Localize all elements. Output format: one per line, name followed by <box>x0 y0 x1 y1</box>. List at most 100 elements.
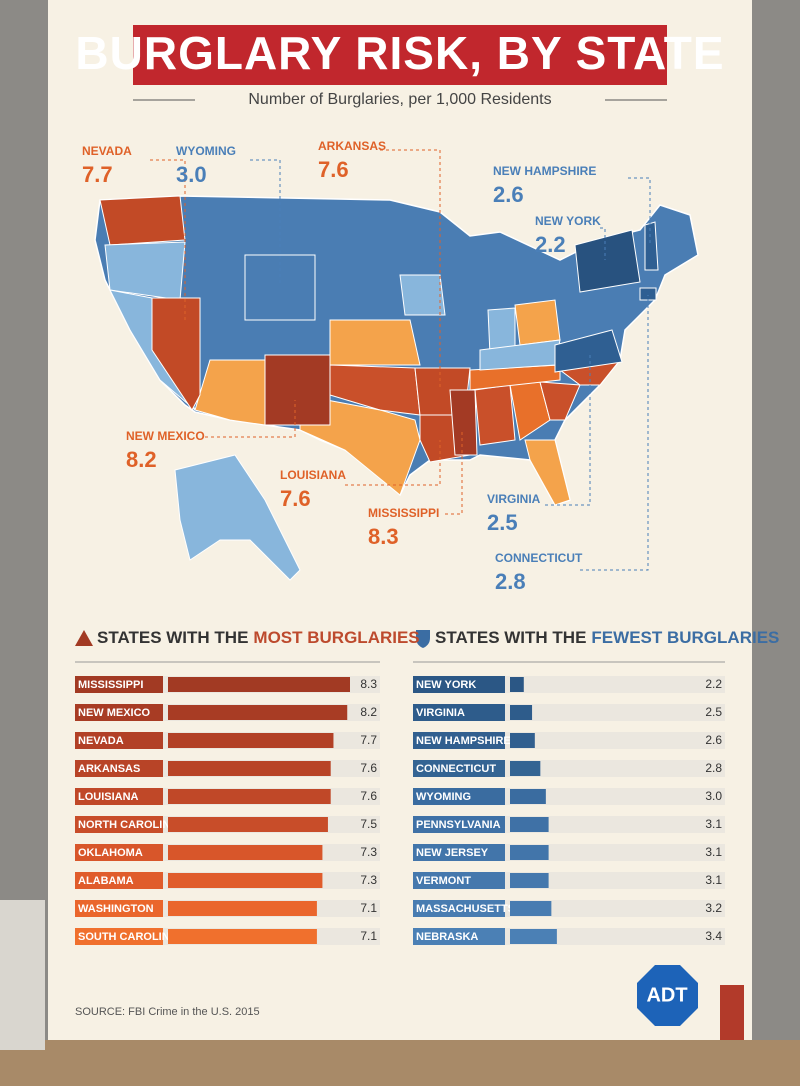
row-label-box <box>75 704 163 721</box>
leader-line <box>445 430 463 515</box>
row-label: WYOMING <box>416 791 471 803</box>
value-label: 8.2 <box>360 705 377 719</box>
title: BURGLARY RISK, BY STATE <box>75 27 724 79</box>
chart-title-emphasis: FEWEST BURGLARIES <box>591 628 779 647</box>
leader-line <box>628 177 651 245</box>
value-label: 7.5 <box>360 817 377 831</box>
value-label: 7.6 <box>360 761 377 775</box>
bar <box>168 873 323 888</box>
row-label-box <box>75 816 163 833</box>
bar <box>168 733 334 748</box>
bar <box>510 901 552 916</box>
state-shape <box>244 254 316 321</box>
row-label: NEVADA <box>78 735 124 747</box>
logo: ADT <box>646 984 687 1006</box>
row-label-box <box>413 872 505 889</box>
row-label: WASHINGTON <box>78 903 154 915</box>
row-label: CONNECTICUT <box>416 763 496 775</box>
state-shape <box>554 329 623 373</box>
bar <box>168 677 350 692</box>
floor <box>0 1040 800 1086</box>
row-label: NEW HAMPSHIRE <box>416 735 511 747</box>
value-label: 7.6 <box>360 789 377 803</box>
value-label: 7.7 <box>360 733 377 747</box>
chart-title: STATES WITH THE MOST BURGLARIES <box>97 628 420 647</box>
row-label: VERMONT <box>416 875 471 887</box>
state-name: VIRGINIA <box>487 492 541 506</box>
state-shape <box>151 297 201 411</box>
title-banner <box>133 25 667 85</box>
bar <box>510 761 541 776</box>
bar <box>168 761 331 776</box>
row-label: LOUISIANA <box>78 791 139 803</box>
bar <box>510 789 546 804</box>
state-shape <box>449 389 478 456</box>
bar <box>510 873 549 888</box>
row-label: ARKANSAS <box>78 763 140 775</box>
value-label: 2.5 <box>705 705 722 719</box>
value-label: 2.2 <box>705 677 722 691</box>
state-value: 2.6 <box>493 182 524 207</box>
state-shape <box>574 229 641 293</box>
state-shape <box>329 319 421 366</box>
value-label: 7.1 <box>360 929 377 943</box>
value-label: 2.6 <box>705 733 722 747</box>
bar <box>168 929 317 944</box>
state-value: 8.3 <box>368 524 399 549</box>
row-label: MISSISSIPPI <box>78 679 143 691</box>
state-shape <box>644 221 659 271</box>
row-label-box <box>75 788 163 805</box>
row-label: NEW JERSEY <box>416 847 489 859</box>
state-value: 7.7 <box>82 162 113 187</box>
row-label-box <box>75 900 163 917</box>
state-value: 2.5 <box>487 510 518 535</box>
state-name: NEVADA <box>82 144 132 158</box>
chart-title: STATES WITH THE FEWEST BURGLARIES <box>435 628 779 647</box>
row-label-box <box>413 900 505 917</box>
row-label: NORTH CAROLINA <box>78 819 178 831</box>
row-label-box <box>413 704 505 721</box>
state-value: 2.2 <box>535 232 566 257</box>
chart-title-text: STATES WITH THE <box>97 628 248 647</box>
state-name: LOUISIANA <box>280 468 346 482</box>
bar <box>510 845 549 860</box>
state-name: CONNECTICUT <box>495 551 583 565</box>
state-shape <box>399 274 446 316</box>
row-label: NEW YORK <box>416 679 476 691</box>
leader-line <box>600 227 606 260</box>
bar <box>510 929 557 944</box>
state-value: 7.6 <box>280 486 311 511</box>
chart-title-text: STATES WITH THE <box>435 628 586 647</box>
state-shape <box>639 287 657 301</box>
value-label: 3.0 <box>705 789 722 803</box>
state-shape <box>194 359 266 426</box>
value-label: 3.1 <box>705 873 722 887</box>
row-label-box <box>75 732 163 749</box>
row-label-box <box>413 928 505 945</box>
state-name: MISSISSIPPI <box>368 506 439 520</box>
value-label: 7.3 <box>360 845 377 859</box>
leader-line <box>545 355 591 506</box>
state-name: ARKANSAS <box>318 139 386 153</box>
row-label-box <box>75 928 163 945</box>
state-shape <box>524 439 571 506</box>
source: SOURCE: FBI Crime in the U.S. 2015 <box>75 1006 260 1018</box>
state-value: 3.0 <box>176 162 207 187</box>
state-shape <box>539 381 581 421</box>
row-label: SOUTH CAROLINA <box>78 931 178 943</box>
state-value: 2.8 <box>495 569 526 594</box>
wall <box>48 0 752 1040</box>
value-label: 7.3 <box>360 873 377 887</box>
state-shape <box>514 299 561 346</box>
state-name: NEW YORK <box>535 214 601 228</box>
row-label-box <box>75 872 163 889</box>
chart-title-emphasis: MOST BURGLARIES <box>253 628 419 647</box>
us-map <box>94 195 699 581</box>
row-label: MASSACHUSETTS <box>416 903 515 915</box>
row-label-box <box>75 676 163 693</box>
bar <box>168 705 348 720</box>
bar <box>168 817 328 832</box>
value-label: 8.3 <box>360 677 377 691</box>
row-label-box <box>413 676 505 693</box>
value-label: 7.1 <box>360 901 377 915</box>
